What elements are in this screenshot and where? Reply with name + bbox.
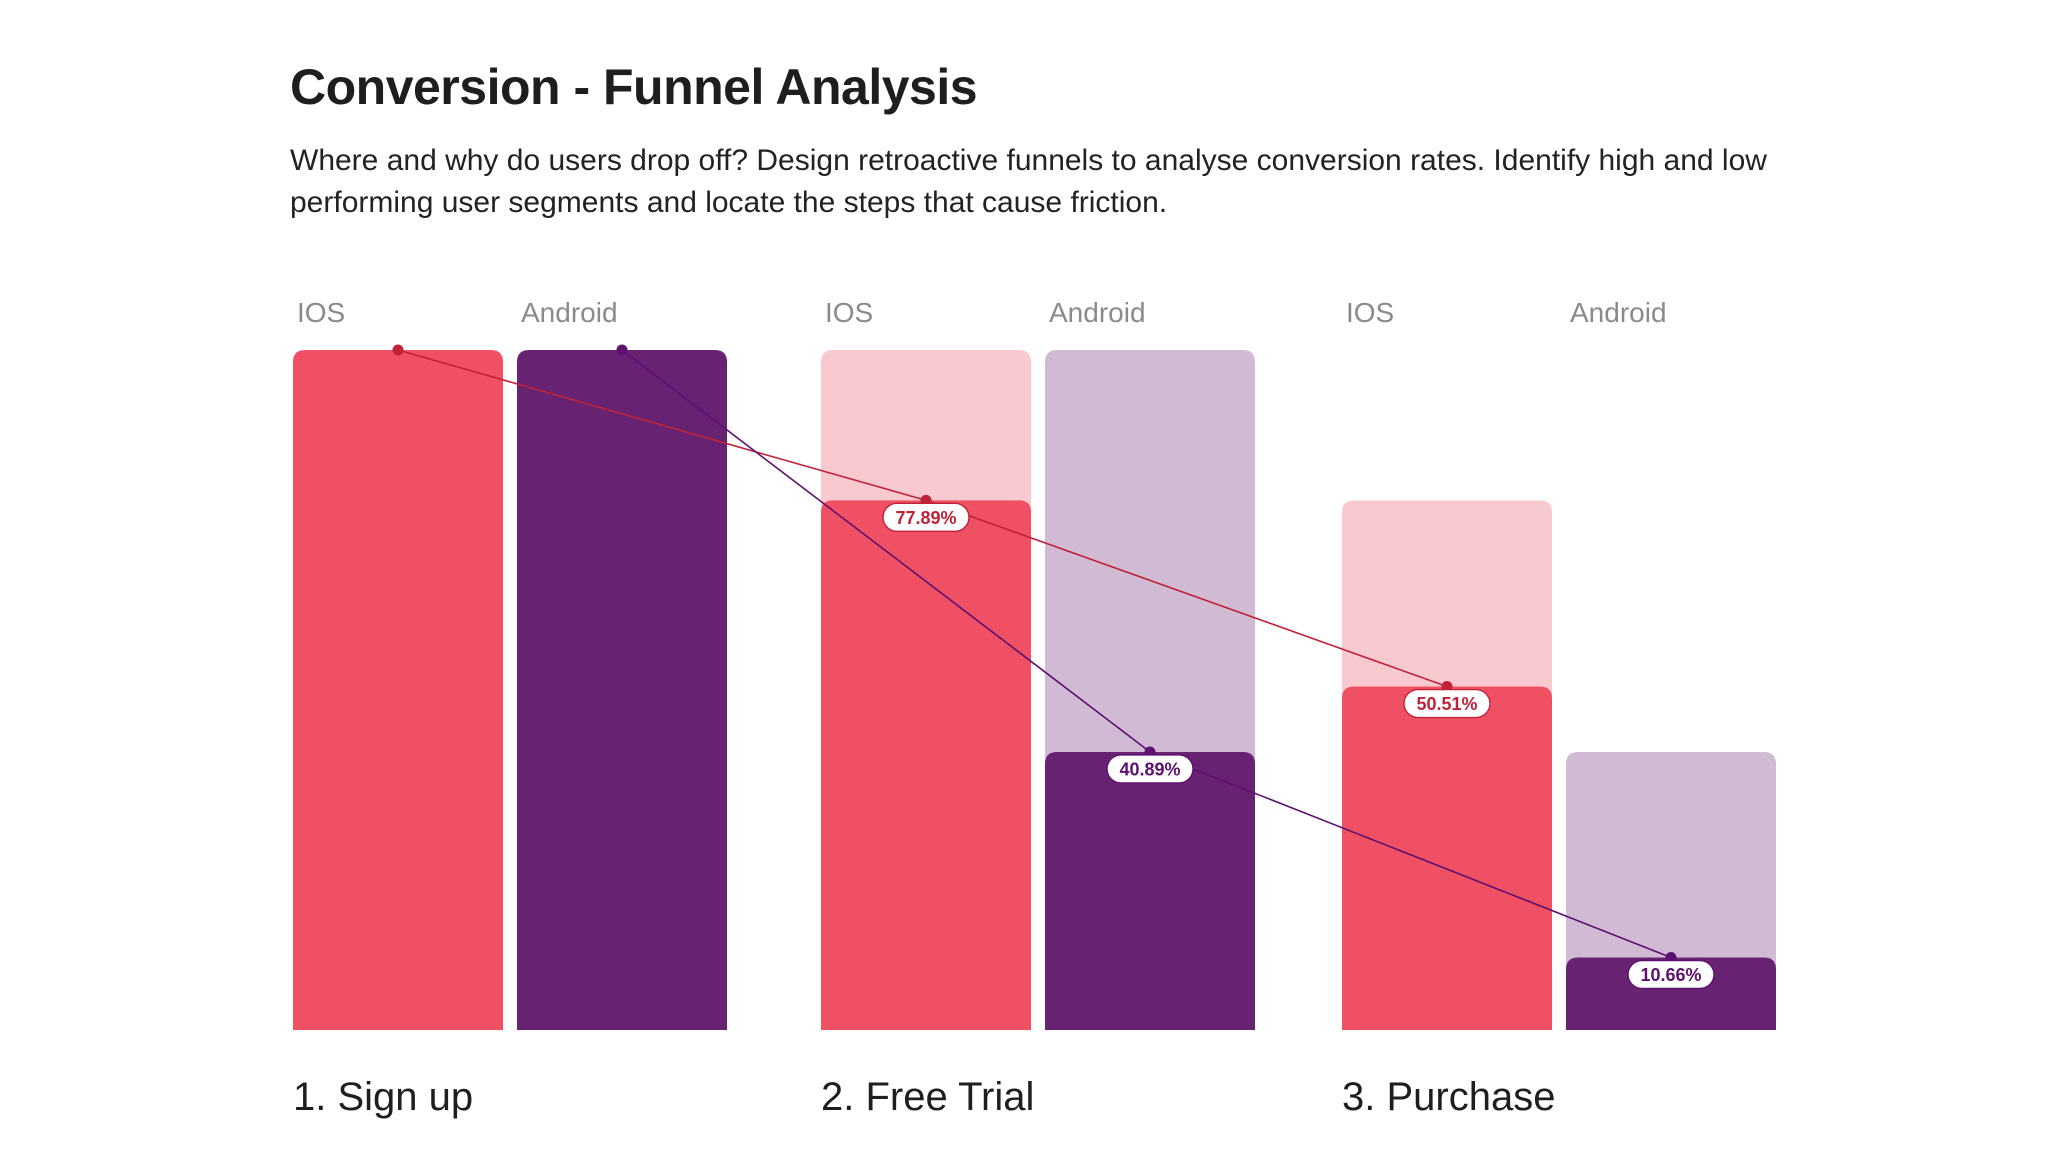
labels-layer: IOS Android 1. Sign up IOS Android 2. Free Tr… xyxy=(293,297,1715,1119)
series-label-ios-2: IOS xyxy=(825,297,873,328)
bar-ios-2 xyxy=(821,500,1031,1030)
value-pill-ios-2 xyxy=(882,502,970,533)
series-label-android-1: Android xyxy=(521,297,618,328)
series-label-android-2: Android xyxy=(1049,297,1146,328)
bar-ios-3 xyxy=(1342,686,1552,1030)
series-label-ios-3: IOS xyxy=(1346,297,1394,328)
value-label-ios-3: 50.51% xyxy=(1416,694,1477,714)
bar-ios-1 xyxy=(293,350,503,1030)
value-label-android-2: 40.89% xyxy=(1119,759,1180,779)
value-pill-android-2 xyxy=(1106,754,1194,784)
bar-android-1 xyxy=(517,350,727,1030)
stage-label-1: 1. Sign up xyxy=(293,1075,473,1119)
stage-label-3: 3. Purchase xyxy=(1342,1075,1555,1119)
value-label-android-3: 10.66% xyxy=(1640,965,1701,985)
value-label-ios-2: 77.89% xyxy=(895,508,956,528)
series-label-android-3: Android xyxy=(1570,297,1667,328)
value-pill-ios-3 xyxy=(1403,688,1491,719)
point-android-1 xyxy=(616,344,628,356)
bars-layer xyxy=(293,350,1776,1030)
value-pill-android-3 xyxy=(1627,959,1715,990)
bar-android-3 xyxy=(1566,957,1776,1030)
point-ios-1 xyxy=(392,344,404,356)
chart-subtitle: Where and why do users drop off? Design … xyxy=(290,144,1767,219)
bar-android-2 xyxy=(1045,751,1255,1030)
stage-label-2: 2. Free Trial xyxy=(821,1075,1034,1119)
chart-title: Conversion - Funnel Analysis xyxy=(290,59,978,115)
series-label-ios-1: IOS xyxy=(297,297,345,328)
